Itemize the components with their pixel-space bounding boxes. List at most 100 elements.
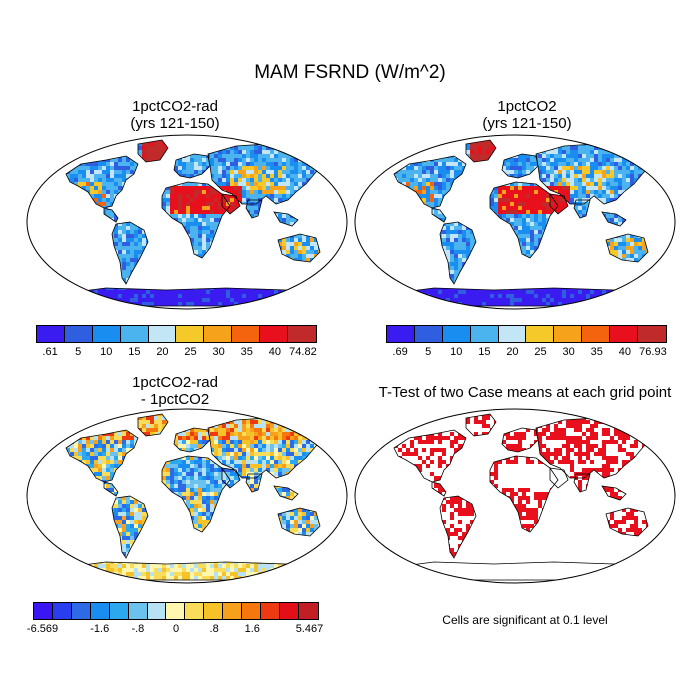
colorbar-tick-label: 35 <box>590 346 603 358</box>
colorbar-tick-label: 10 <box>450 346 463 358</box>
coastline-australia <box>605 233 649 263</box>
coastline-africa <box>489 181 559 259</box>
colorbar-swatch <box>261 603 280 619</box>
coastline-europe <box>501 427 539 453</box>
coastline-india <box>245 199 263 219</box>
colorbar-swatch <box>279 603 299 619</box>
colorbar-tick-label: 20 <box>156 346 169 358</box>
colorbar-swatch <box>37 326 65 342</box>
map-panel-1pctco2 <box>354 134 676 310</box>
coastline-namerica <box>393 429 467 483</box>
panel-2-title-line2: (yrs 121-150) <box>482 115 572 132</box>
coastline-europe <box>501 153 539 179</box>
colorbar-tick-label: 76.93 <box>639 346 667 358</box>
map-panel-ttest <box>354 408 676 584</box>
colorbar-tick-label: 5 <box>425 346 432 358</box>
colorbar-swatch <box>223 603 243 619</box>
panel-2-title: 1pctCO2 (yrs 121-150) <box>377 98 677 132</box>
coastline-greenland <box>465 139 497 163</box>
map-panel-1pctco2-rad <box>26 134 348 310</box>
coastline-africa <box>489 455 559 533</box>
colorbar-swatch <box>34 603 53 619</box>
colorbar-swatch <box>204 603 224 619</box>
colorbar-tick-label: 0 <box>172 623 180 635</box>
colorbar-swatch <box>638 326 666 342</box>
colorbar-tick-label: 15 <box>128 346 141 358</box>
colorbar-swatch <box>470 326 499 342</box>
colorbar-swatch <box>64 326 93 342</box>
colorbar-tick-label: 40 <box>618 346 631 358</box>
coastline-greenland <box>137 139 169 163</box>
coastline-europe <box>173 153 211 179</box>
colorbar-tick-label: 1.6 <box>244 623 260 635</box>
coastline-arabia <box>221 193 241 215</box>
colorbar-tick-label: -1.6 <box>90 623 110 635</box>
coastline-arabia <box>549 193 569 215</box>
colorbar-swatch <box>554 326 583 342</box>
colorbar-tick-label: -.8 <box>131 623 145 635</box>
coastline-india <box>573 473 591 493</box>
colorbar-swatch <box>260 326 289 342</box>
colorbar-swatch <box>148 326 177 342</box>
colorbar-panel-3 <box>33 602 319 620</box>
colorbar-swatch <box>288 326 316 342</box>
colorbar-swatch <box>92 326 121 342</box>
coastline-samerica <box>111 495 149 559</box>
colorbar-swatch <box>298 603 318 619</box>
colorbar-tick-label: 30 <box>212 346 225 358</box>
colorbar-swatch <box>498 326 527 342</box>
panel-2-title-line1: 1pctCO2 <box>497 98 557 115</box>
colorbar-tick-label: .69 <box>392 346 408 358</box>
colorbar-tick-label: .8 <box>209 623 219 635</box>
colorbar-tick-label: 20 <box>506 346 519 358</box>
coastline-africa <box>161 181 231 259</box>
colorbar-swatch <box>242 603 262 619</box>
coastline-namerica <box>65 155 139 209</box>
colorbar-swatch <box>387 326 415 342</box>
colorbar-tick-label: 10 <box>100 346 113 358</box>
map-panel-difference <box>26 408 348 584</box>
colorbar-tick-label: 40 <box>268 346 281 358</box>
coastline-arabia <box>549 467 569 489</box>
panel-3-title-line2: - 1pctCO2 <box>140 391 210 408</box>
coastline-seasia <box>601 485 627 501</box>
colorbar-swatch <box>120 326 149 342</box>
coastline-australia <box>277 233 321 263</box>
panel-1-title-line1: 1pctCO2-rad <box>132 98 218 115</box>
coastline-arabia <box>221 467 241 489</box>
ttest-significance-note: Cells are significant at 0.1 level <box>442 613 608 627</box>
colorbar-swatch <box>185 603 205 619</box>
coastline-camerica <box>431 481 447 497</box>
colorbar-tick-label: 15 <box>478 346 491 358</box>
colorbar-tick-label: 5 <box>75 346 82 358</box>
colorbar-tick-label: 25 <box>534 346 547 358</box>
coastline-samerica <box>439 221 477 285</box>
colorbar-swatch <box>109 603 129 619</box>
panel-3-title: 1pctCO2-rad - 1pctCO2 <box>25 374 325 408</box>
colorbar-tick-label: .61 <box>42 346 58 358</box>
coastline-seasia <box>273 211 299 227</box>
coastline-africa <box>161 455 231 533</box>
map-border <box>354 408 676 584</box>
colorbar-swatch <box>610 326 639 342</box>
panel-4-title-line1: T-Test of two Case means at each grid po… <box>378 384 672 401</box>
coastline-australia <box>277 507 321 537</box>
colorbar-swatch <box>526 326 555 342</box>
colorbar-swatch <box>442 326 471 342</box>
colorbar-panel-2 <box>386 325 667 343</box>
page-title: MAM FSRND (W/m^2) <box>254 62 446 83</box>
coastline-seasia <box>601 211 627 227</box>
colorbar-tick-label: -6.569 <box>26 623 59 635</box>
coastline-namerica <box>65 429 139 483</box>
coastline-europe <box>173 427 211 453</box>
colorbar-tick-label: 5.467 <box>295 623 324 635</box>
coastline-camerica <box>103 207 119 223</box>
coastline-australia <box>605 507 649 537</box>
coastline-samerica <box>439 495 477 559</box>
coastline-camerica <box>431 207 447 223</box>
panel-1-title: 1pctCO2-rad (yrs 121-150) <box>25 98 325 132</box>
colorbar-swatch <box>204 326 233 342</box>
colorbar-swatch <box>166 603 186 619</box>
coastline-india <box>245 473 263 493</box>
panel-3-title-line1: 1pctCO2-rad <box>132 374 218 391</box>
